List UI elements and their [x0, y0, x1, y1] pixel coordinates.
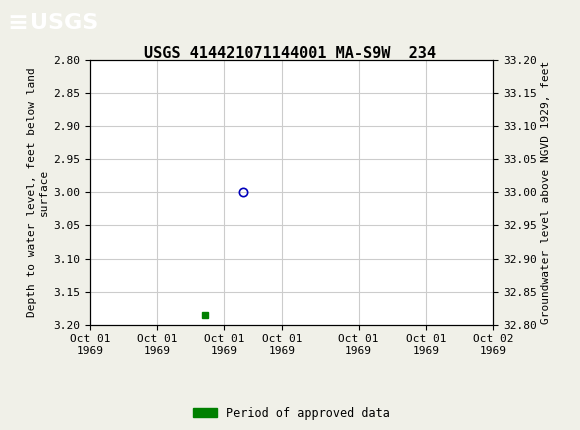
Text: USGS: USGS [30, 12, 99, 33]
Y-axis label: Groundwater level above NGVD 1929, feet: Groundwater level above NGVD 1929, feet [541, 61, 550, 324]
Legend: Period of approved data: Period of approved data [188, 402, 394, 424]
Y-axis label: Depth to water level, feet below land
surface: Depth to water level, feet below land su… [27, 68, 49, 317]
Text: USGS 414421071144001 MA-S9W  234: USGS 414421071144001 MA-S9W 234 [144, 46, 436, 61]
Text: ≡: ≡ [7, 11, 28, 34]
